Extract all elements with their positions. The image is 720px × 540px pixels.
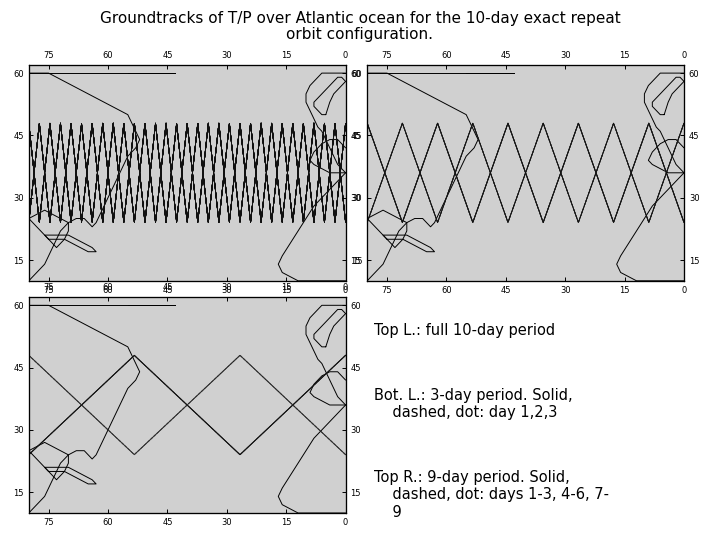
Text: Groundtracks of T/P over Atlantic ocean for the 10-day exact repeat: Groundtracks of T/P over Atlantic ocean … — [99, 11, 621, 26]
Text: Top R.: 9-day period. Solid,
    dashed, dot: days 1-3, 4-6, 7-
    9: Top R.: 9-day period. Solid, dashed, dot… — [374, 470, 608, 519]
Text: Bot. L.: 3-day period. Solid,
    dashed, dot: day 1,2,3: Bot. L.: 3-day period. Solid, dashed, do… — [374, 388, 572, 420]
Text: Top L.: full 10-day period: Top L.: full 10-day period — [374, 323, 554, 338]
Text: orbit configuration.: orbit configuration. — [287, 27, 433, 42]
